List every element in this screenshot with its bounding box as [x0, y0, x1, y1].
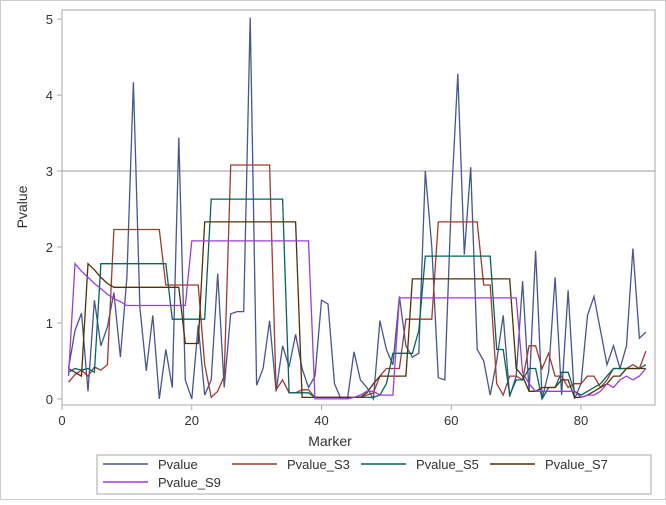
x-axis-label: Marker — [308, 433, 352, 449]
legend-label: Pvalue — [158, 457, 198, 472]
x-tick-label: 20 — [185, 413, 199, 428]
legend-label: Pvalue_S9 — [158, 475, 221, 490]
y-tick-label: 4 — [46, 88, 53, 103]
series-line-pvalue-s7 — [68, 221, 646, 399]
x-axis: 0 20 40 60 80 — [58, 405, 588, 428]
legend: Pvalue Pvalue_S3 Pvalue_S5 Pvalue_S7 Pvalue_… — [103, 457, 608, 490]
x-tick-label: 80 — [574, 413, 588, 428]
x-tick-label: 60 — [444, 413, 458, 428]
y-tick-label: 5 — [46, 12, 53, 27]
legend-label: Pvalue_S3 — [287, 457, 350, 472]
legend-label: Pvalue_S5 — [416, 457, 479, 472]
y-axis-label: Pvalue — [14, 185, 30, 228]
series-line-pvalue-s9 — [67, 240, 647, 400]
y-axis: 0 1 2 3 4 5 — [46, 12, 62, 407]
plot-frame — [61, 9, 656, 406]
y-tick-label: 0 — [46, 392, 53, 407]
y-tick-label: 3 — [46, 164, 53, 179]
x-tick-label: 0 — [58, 413, 65, 428]
legend-label: Pvalue_S7 — [545, 457, 608, 472]
y-tick-label: 2 — [46, 240, 53, 255]
series-lines — [67, 17, 647, 402]
y-tick-label: 1 — [46, 316, 53, 331]
legend-box — [96, 454, 652, 495]
x-tick-label: 40 — [314, 413, 328, 428]
